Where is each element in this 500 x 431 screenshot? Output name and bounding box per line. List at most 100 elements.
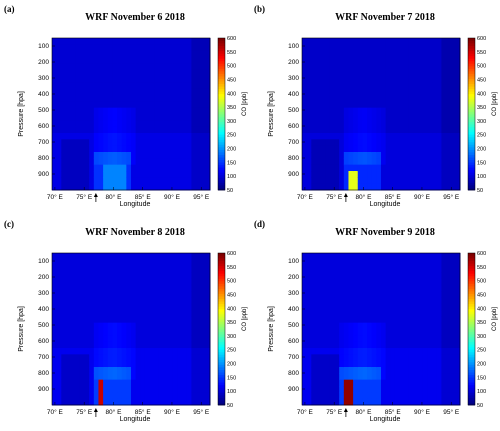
colorbar-segment [468,384,475,388]
heatmap-cell [371,398,377,406]
heatmap-cell [315,158,322,166]
heatmap-cell [334,107,340,115]
colorbar-segment [218,384,225,388]
heatmap-cell [371,76,377,83]
heatmap-cell [126,341,132,349]
heatmap-cell [371,50,377,58]
heatmap-cell [172,386,178,393]
heatmap-cell [98,107,104,115]
heatmap-cell [177,316,183,324]
heatmap-cell [385,291,391,298]
heatmap-cell [399,354,405,362]
heatmap-cell [325,253,331,260]
heatmap-cell [343,392,349,400]
heatmap-cell [348,310,354,317]
heatmap-cell [408,348,415,355]
heatmap-cell [52,101,58,109]
colorbar-segment [468,273,475,277]
heatmap-cell [302,120,308,128]
heatmap-cell [376,50,382,58]
colorbar-segment [468,73,475,77]
x-axis-label: Longitude [119,201,151,208]
heatmap-cell [404,177,410,185]
heatmap-cell [427,114,433,121]
heatmap-cell [172,101,178,109]
heatmap-cell [70,310,76,317]
heatmap-cell [52,278,58,286]
heatmap-cell [404,139,410,147]
heatmap-cell [432,379,438,387]
heatmap-cell [93,57,99,64]
heatmap-cell [376,329,382,336]
colorbar-segment [468,288,475,292]
heatmap-cell [339,291,345,298]
heatmap-cell [186,101,192,109]
heatmap-cell [306,69,312,77]
heatmap-cell [149,253,155,260]
heatmap-cell [117,373,123,381]
heatmap-cell [353,272,359,279]
heatmap-cell [427,107,433,115]
panel-letter: (c) [4,219,14,229]
heatmap-cell [149,133,155,140]
colorbar-segment [218,326,225,330]
heatmap-cell [334,44,340,52]
heatmap-cell [182,107,188,115]
x-tick-label: 90° E [414,193,431,201]
heatmap-cell [107,44,113,52]
heatmap-cell [394,398,401,406]
heatmap-cell [325,348,331,355]
heatmap-cell [177,329,183,336]
heatmap-cell [154,398,160,406]
heatmap-cell [112,152,118,159]
heatmap-cell [191,354,197,362]
heatmap-cell [390,133,396,140]
heatmap-cell [353,177,359,185]
heatmap-cell [432,354,438,362]
heatmap-cell [61,348,67,355]
heatmap-cell [186,44,192,52]
colorbar-tick-label: 550 [227,50,236,56]
heatmap-cell [112,272,118,279]
heatmap-cell [325,297,331,305]
heatmap-cell [455,164,461,172]
heatmap-cell [436,101,442,109]
heatmap-cell [70,322,76,330]
colorbar-segment [468,329,475,332]
heatmap-cell [376,145,382,153]
heatmap-cell [334,297,340,305]
heatmap-cell [191,386,197,393]
colorbar-segment [218,179,225,183]
heatmap-cell [182,69,188,77]
heatmap-cell [432,38,438,45]
heatmap-cell [200,259,206,267]
heatmap-cell [441,101,447,109]
heatmap-cell [140,392,146,400]
heatmap-cell [371,379,377,387]
heatmap-cell [89,69,95,77]
heatmap-cell [357,82,363,90]
heatmap-cell [311,278,317,286]
heatmap-cell [315,284,322,292]
heatmap-cell [441,297,447,305]
heatmap-cell [163,367,169,374]
heatmap-cell [131,278,137,286]
heatmap-cell [186,329,192,336]
heatmap-cell [408,101,415,109]
colorbar-segment [468,43,475,46]
heatmap-cell [117,133,123,140]
heatmap-cell [168,272,174,279]
heatmap-cell [89,50,95,58]
heatmap-cell [302,76,308,83]
colorbar-segment [468,321,475,325]
heatmap-cell [61,265,67,273]
heatmap-cell [306,392,312,400]
heatmap-cell [418,63,424,71]
colorbar-segment [218,136,225,140]
heatmap-cell [334,183,340,191]
heatmap-cell [135,63,141,71]
heatmap-cell [84,284,90,292]
heatmap-cell [432,95,438,102]
heatmap-cell [200,183,206,191]
heatmap-cell [325,284,331,292]
